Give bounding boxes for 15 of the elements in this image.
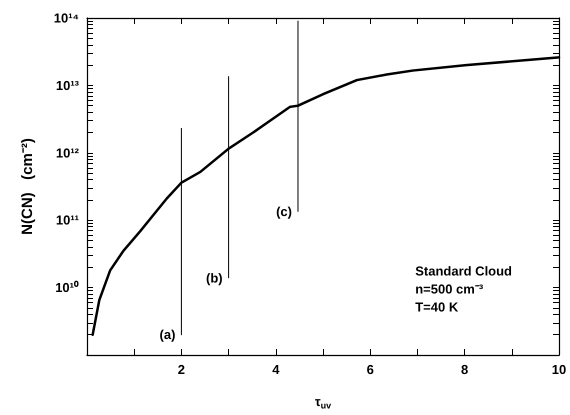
x-tick-label: 2 <box>178 362 186 377</box>
y-axis-title: N(CN) (cm⁻²) <box>19 138 36 235</box>
y-tick-label: 10¹³ <box>56 78 80 93</box>
y-tick-label: 10¹⁰ <box>55 280 79 296</box>
x-tick-label: 4 <box>272 362 280 377</box>
x-tick-label: 10 <box>552 362 566 377</box>
y-tick-label: 10¹⁴ <box>54 10 79 26</box>
series-label: (c) <box>276 204 292 219</box>
y-tick-label: 10¹² <box>56 145 80 160</box>
x-tick-label: 6 <box>366 362 374 377</box>
y-tick-label: 10¹¹ <box>56 212 79 228</box>
annotation: Standard Cloud n=500 cm⁻³ T=40 K <box>415 264 512 314</box>
x-tick-label: 8 <box>460 362 468 377</box>
series-label: (b) <box>206 270 223 286</box>
series-label: (a) <box>160 327 176 342</box>
